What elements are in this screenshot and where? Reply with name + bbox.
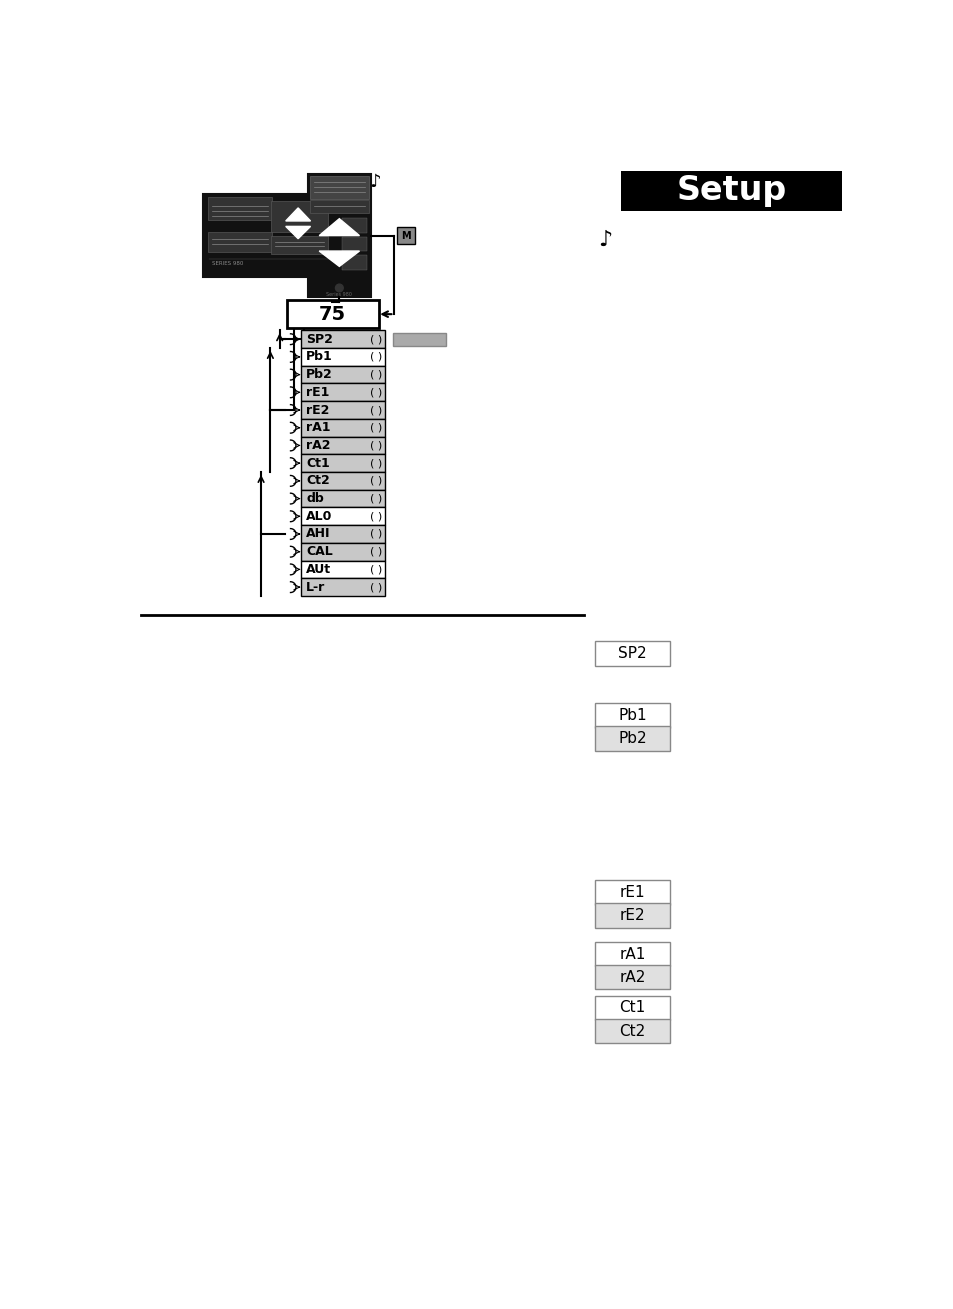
FancyBboxPatch shape xyxy=(301,419,385,437)
Text: CAL: CAL xyxy=(306,546,333,558)
FancyBboxPatch shape xyxy=(595,996,670,1020)
FancyBboxPatch shape xyxy=(271,202,328,232)
Text: Ct1: Ct1 xyxy=(618,1000,645,1016)
FancyBboxPatch shape xyxy=(301,579,385,596)
Text: Series 980: Series 980 xyxy=(326,292,352,297)
FancyBboxPatch shape xyxy=(271,236,328,254)
FancyBboxPatch shape xyxy=(310,177,369,199)
FancyBboxPatch shape xyxy=(301,560,385,579)
Polygon shape xyxy=(285,208,311,221)
Text: SP2: SP2 xyxy=(306,332,333,346)
Text: 75: 75 xyxy=(319,305,346,323)
FancyBboxPatch shape xyxy=(301,543,385,560)
Text: rA2: rA2 xyxy=(618,970,645,984)
Text: ( ): ( ) xyxy=(369,423,381,433)
FancyBboxPatch shape xyxy=(203,194,340,278)
FancyBboxPatch shape xyxy=(595,965,670,990)
Text: SERIES 980: SERIES 980 xyxy=(212,260,243,266)
Text: ( ): ( ) xyxy=(369,476,381,486)
Text: ( ): ( ) xyxy=(369,404,381,415)
Text: ( ): ( ) xyxy=(369,458,381,469)
FancyBboxPatch shape xyxy=(301,348,385,365)
Text: SP2: SP2 xyxy=(618,647,646,661)
FancyBboxPatch shape xyxy=(342,237,367,251)
Text: M: M xyxy=(401,230,411,241)
Text: Ct2: Ct2 xyxy=(618,1024,645,1038)
Text: ♪: ♪ xyxy=(369,173,380,191)
Text: Pb1: Pb1 xyxy=(306,351,333,364)
Text: Pb2: Pb2 xyxy=(618,730,646,746)
FancyBboxPatch shape xyxy=(301,490,385,508)
Text: Ct2: Ct2 xyxy=(306,474,330,487)
FancyBboxPatch shape xyxy=(342,219,367,233)
Text: Setup: Setup xyxy=(676,174,786,207)
FancyBboxPatch shape xyxy=(301,525,385,543)
Polygon shape xyxy=(319,219,359,236)
Text: ( ): ( ) xyxy=(369,369,381,380)
FancyBboxPatch shape xyxy=(301,454,385,473)
FancyBboxPatch shape xyxy=(286,300,378,329)
FancyBboxPatch shape xyxy=(310,200,369,212)
FancyBboxPatch shape xyxy=(595,726,670,751)
Text: rE1: rE1 xyxy=(619,885,645,899)
Text: ( ): ( ) xyxy=(369,529,381,539)
FancyBboxPatch shape xyxy=(595,1018,670,1043)
FancyBboxPatch shape xyxy=(301,401,385,419)
Text: AUt: AUt xyxy=(306,563,331,576)
FancyBboxPatch shape xyxy=(595,903,670,928)
Text: rE2: rE2 xyxy=(619,908,645,923)
Text: db: db xyxy=(306,492,323,505)
Text: Pb2: Pb2 xyxy=(306,368,333,381)
FancyBboxPatch shape xyxy=(301,508,385,525)
FancyBboxPatch shape xyxy=(301,473,385,490)
FancyBboxPatch shape xyxy=(620,171,841,211)
FancyBboxPatch shape xyxy=(301,365,385,384)
FancyBboxPatch shape xyxy=(393,332,445,347)
FancyBboxPatch shape xyxy=(301,384,385,401)
Text: ♪: ♪ xyxy=(598,230,612,250)
Text: ( ): ( ) xyxy=(369,440,381,450)
Polygon shape xyxy=(285,226,311,238)
Text: AHI: AHI xyxy=(306,528,330,541)
Text: Pb1: Pb1 xyxy=(618,708,646,723)
FancyBboxPatch shape xyxy=(307,174,371,297)
Text: rE1: rE1 xyxy=(306,386,329,399)
Text: Ct1: Ct1 xyxy=(306,457,330,470)
Text: ( ): ( ) xyxy=(369,583,381,592)
FancyBboxPatch shape xyxy=(208,198,272,220)
Text: ( ): ( ) xyxy=(369,387,381,398)
FancyBboxPatch shape xyxy=(208,232,272,251)
FancyBboxPatch shape xyxy=(595,703,670,728)
Text: ( ): ( ) xyxy=(369,564,381,575)
Circle shape xyxy=(335,284,343,292)
Text: AL0: AL0 xyxy=(306,509,332,522)
Text: ( ): ( ) xyxy=(369,334,381,344)
Text: ( ): ( ) xyxy=(369,547,381,556)
FancyBboxPatch shape xyxy=(595,941,670,966)
Text: L-r: L-r xyxy=(306,581,325,593)
Text: ( ): ( ) xyxy=(369,512,381,521)
Text: rE2: rE2 xyxy=(306,403,329,416)
Text: rA1: rA1 xyxy=(306,421,330,435)
Text: ( ): ( ) xyxy=(369,493,381,504)
FancyBboxPatch shape xyxy=(595,641,670,666)
Text: rA1: rA1 xyxy=(618,946,645,962)
Text: rA2: rA2 xyxy=(306,439,330,452)
FancyBboxPatch shape xyxy=(397,228,415,243)
FancyBboxPatch shape xyxy=(301,330,385,348)
Text: ( ): ( ) xyxy=(369,352,381,361)
Polygon shape xyxy=(319,251,359,267)
FancyBboxPatch shape xyxy=(301,437,385,454)
FancyBboxPatch shape xyxy=(595,880,670,905)
FancyBboxPatch shape xyxy=(342,255,367,270)
